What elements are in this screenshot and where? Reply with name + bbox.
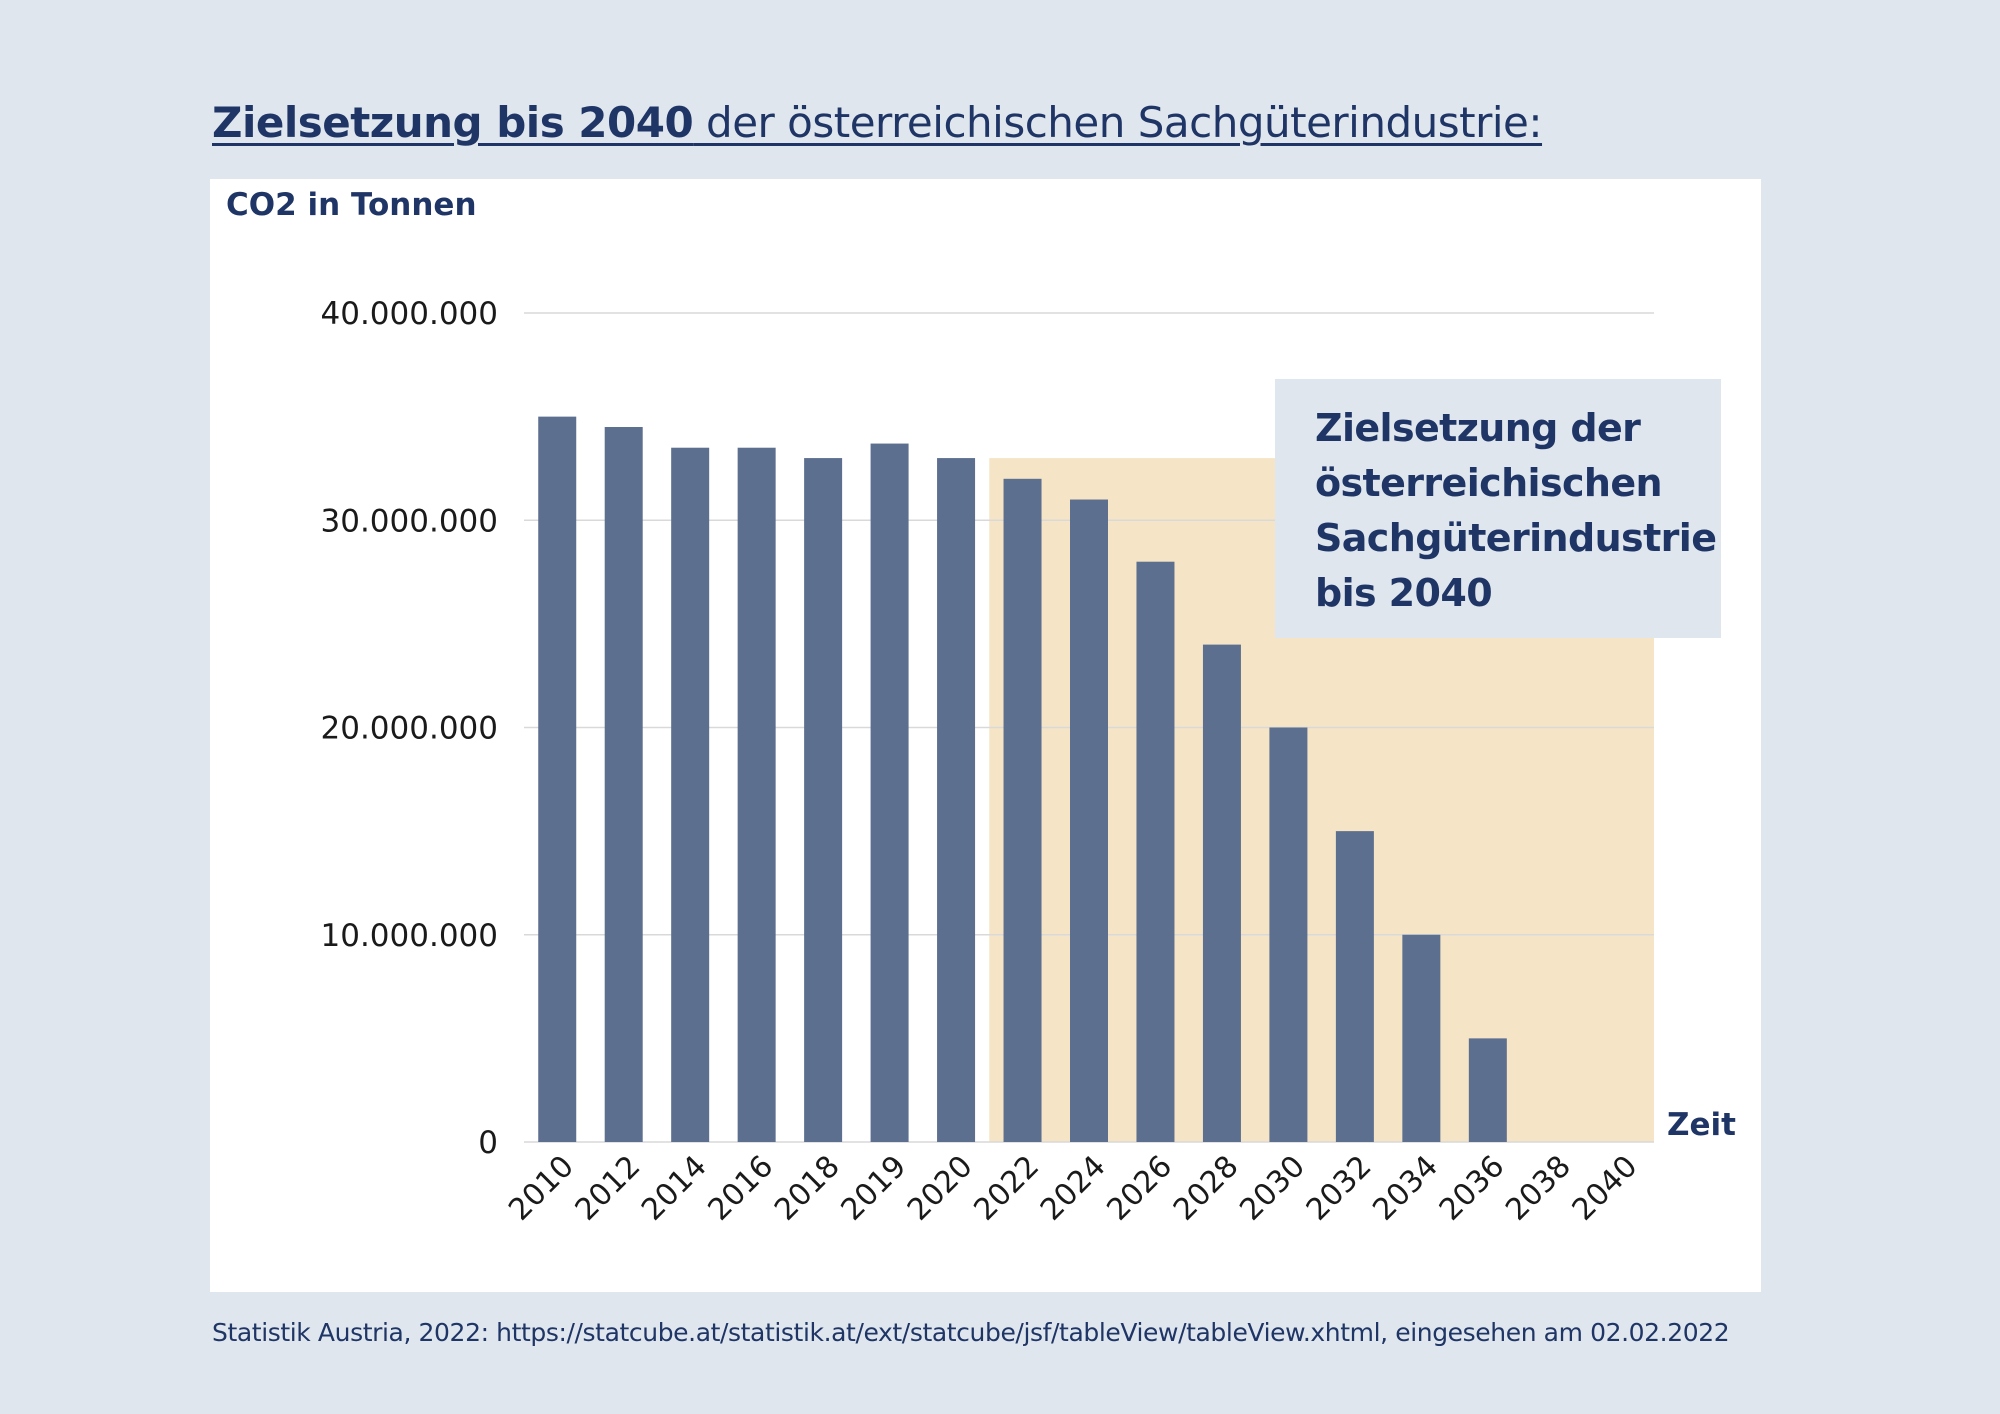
y-tick-label: 10.000.000: [321, 918, 499, 954]
x-tick-label: 2024: [1034, 1149, 1113, 1228]
bar: [671, 447, 710, 1142]
bar-chart: 0 10.000.000 20.000.000 30.000.000 40.000.00…: [321, 296, 1654, 1228]
page-title: Zielsetzung bis 2040 der österreichische…: [212, 98, 1543, 147]
x-tick-label: 2020: [901, 1149, 980, 1228]
bar: [737, 447, 776, 1142]
annotation-line: Sachgüterindustrie: [1315, 516, 1717, 560]
annotation-line: österreichischen: [1315, 461, 1663, 505]
x-tick-label: 2038: [1499, 1149, 1578, 1228]
x-tick-label: 2030: [1233, 1149, 1312, 1228]
x-tick-label: 2036: [1433, 1149, 1512, 1228]
y-tick-label: 20.000.000: [321, 711, 499, 747]
x-axis-title: Zeit: [1667, 1107, 1736, 1143]
x-tick-label: 2026: [1100, 1149, 1179, 1228]
x-tick-label: 2022: [967, 1149, 1046, 1228]
page-title-rest: der österreichischen Sachgüterindustrie:: [693, 98, 1543, 147]
annotation-box: Zielsetzung der österreichischen Sachgüt…: [1275, 379, 1721, 638]
bar: [804, 458, 843, 1142]
annotation-line: Zielsetzung der: [1315, 406, 1641, 450]
x-tick-label: 2012: [569, 1149, 648, 1228]
x-tick-label: 2028: [1167, 1149, 1246, 1228]
x-tick-label: 2010: [502, 1149, 581, 1228]
y-axis-title: CO2 in Tonnen: [226, 187, 477, 223]
annotation-line: bis 2040: [1315, 571, 1493, 615]
x-tick-label: 2032: [1300, 1149, 1379, 1228]
x-tick-label: 2034: [1366, 1149, 1445, 1228]
y-tick-label: 0: [478, 1125, 498, 1161]
x-tick-label: 2040: [1566, 1149, 1645, 1228]
bar: [1269, 727, 1308, 1142]
x-tick-label: 2016: [702, 1149, 781, 1228]
bar: [1003, 478, 1042, 1142]
bar: [1070, 499, 1108, 1142]
y-tick-label: 40.000.000: [321, 296, 499, 332]
x-tick-label: 2019: [835, 1149, 914, 1228]
y-tick-label: 30.000.000: [321, 503, 499, 539]
bar: [1202, 644, 1241, 1142]
bar: [1136, 561, 1175, 1142]
x-tick-label: 2018: [768, 1149, 847, 1228]
x-tick-label: 2014: [635, 1149, 714, 1228]
bar: [937, 458, 976, 1142]
bar: [870, 443, 909, 1142]
bar: [1335, 831, 1374, 1142]
bar: [538, 416, 577, 1142]
bar: [1402, 934, 1441, 1142]
page-title-bold: Zielsetzung bis 2040: [212, 98, 694, 147]
bar: [1468, 1038, 1507, 1142]
bar: [604, 426, 643, 1142]
chart-card: 0 10.000.000 20.000.000 30.000.000 40.000.00…: [210, 179, 1761, 1292]
source-note: Statistik Austria, 2022: https://statcub…: [212, 1318, 1730, 1347]
